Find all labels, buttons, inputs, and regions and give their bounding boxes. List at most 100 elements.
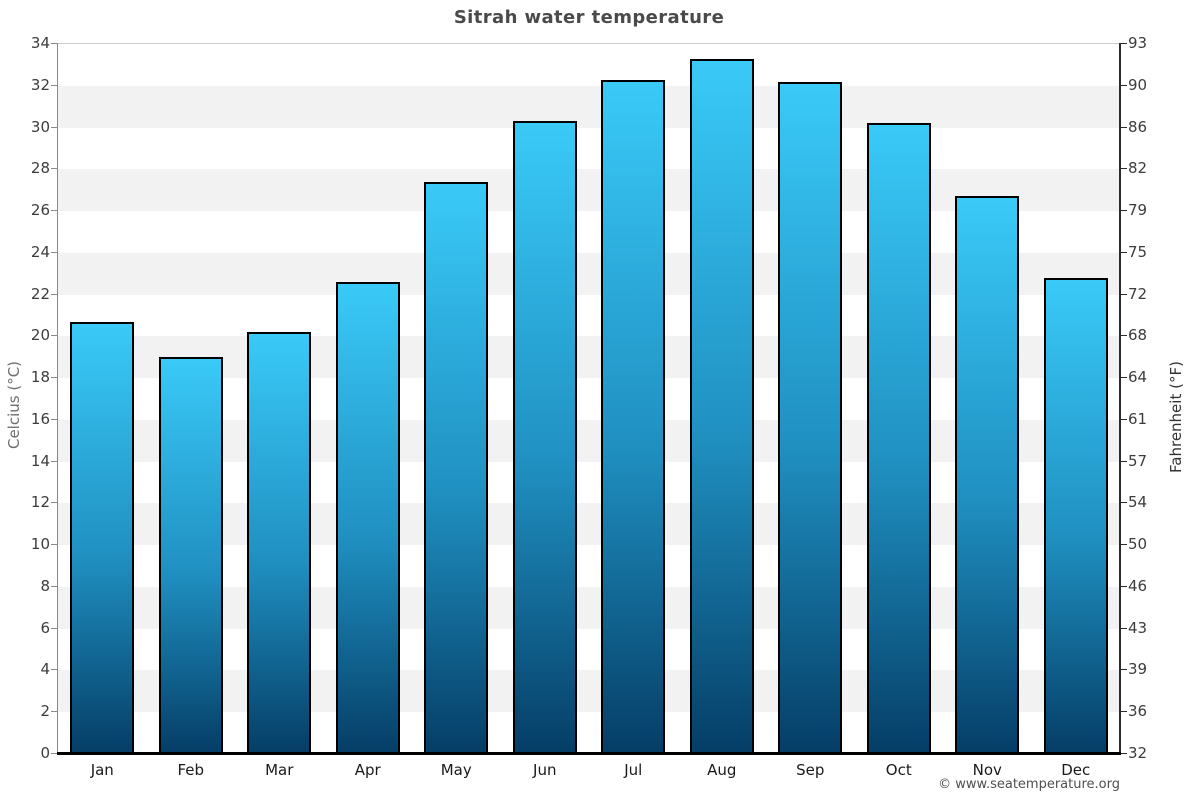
fahrenheit-tick-mark [1121,168,1127,170]
celsius-tick-label: 32 [30,75,50,94]
fahrenheit-tick-mark [1121,753,1127,754]
fahrenheit-tick-mark [1121,585,1127,587]
celsius-tick-mark [51,418,57,420]
temperature-bar-aug [689,58,754,754]
chart-title: Sitrah water temperature [453,7,725,28]
celsius-tick-label: 22 [30,284,50,303]
grid-band [58,252,1120,295]
grid-band [58,670,1120,713]
celsius-tick-label: 2 [40,702,50,721]
fahrenheit-tick-label: 90 [1128,75,1148,94]
fahrenheit-tick-mark [1121,669,1127,671]
left-axis-line [57,43,58,753]
grid-band [58,628,1120,671]
celsius-tick-label: 16 [30,409,50,428]
celsius-tick-label: 8 [40,576,50,595]
fahrenheit-tick-label: 68 [1128,326,1148,345]
celsius-tick-label: 12 [30,493,50,512]
fahrenheit-tick-mark [1121,377,1127,379]
fahrenheit-tick-label: 46 [1128,576,1148,595]
fahrenheit-tick-mark [1121,502,1127,504]
temperature-bar-mar [247,332,312,754]
grid-band [58,44,1120,86]
grid-band [58,461,1120,504]
right-axis-line [1119,43,1121,753]
celsius-tick-label: 0 [40,744,50,762]
plot-area [58,43,1120,754]
fahrenheit-tick-label: 82 [1128,159,1148,178]
fahrenheit-tick-label: 39 [1128,660,1148,679]
celsius-tick-label: 20 [30,326,50,345]
temperature-bar-may [424,181,489,754]
grid-band [58,586,1120,629]
month-label-mar: Mar [265,761,294,779]
fahrenheit-tick-mark [1121,126,1127,128]
celsius-tick-mark [51,460,57,462]
celsius-tick-label: 6 [40,618,50,637]
grid-band [58,378,1120,420]
temperature-bar-sep [778,81,843,754]
celsius-tick-label: 30 [30,117,50,136]
grid-band [58,712,1120,754]
fahrenheit-tick-label: 64 [1128,368,1148,387]
grid-band [58,127,1120,170]
celsius-tick-mark [51,377,57,379]
fahrenheit-tick-label: 61 [1128,409,1148,428]
celsius-tick-mark [51,711,57,713]
fahrenheit-tick-label: 79 [1128,201,1148,220]
grid-band [58,211,1120,253]
month-label-may: May [440,761,472,779]
fahrenheit-tick-label: 86 [1128,117,1148,136]
fahrenheit-tick-label: 72 [1128,284,1148,303]
temperature-bar-apr [335,282,400,754]
celsius-tick-label: 4 [40,660,50,679]
fahrenheit-tick-mark [1121,460,1127,462]
celsius-tick-mark [51,753,57,754]
temperature-bar-jun [512,121,577,754]
celsius-tick-mark [51,210,57,212]
celsius-tick-mark [51,544,57,546]
month-label-feb: Feb [177,761,205,779]
fahrenheit-tick-mark [1121,627,1127,629]
fahrenheit-tick-mark [1121,293,1127,295]
month-label-nov: Nov [972,761,1002,779]
temperature-bar-dec [1043,277,1108,754]
celsius-tick-mark [51,251,57,253]
celsius-tick-label: 34 [30,34,50,52]
grid-band [58,336,1120,379]
month-label-sep: Sep [796,761,825,779]
temperature-bar-jul [601,79,666,754]
fahrenheit-tick-mark [1121,544,1127,546]
month-label-jun: Jun [533,761,557,779]
copyright-credit: © www.seatemperature.org [938,777,1120,792]
grid-band [58,169,1120,212]
fahrenheit-tick-label: 50 [1128,535,1148,554]
grid-band [58,419,1120,462]
celsius-tick-mark [51,669,57,671]
temperature-bar-nov [955,196,1020,754]
celsius-tick-label: 24 [30,242,50,261]
fahrenheit-tick-mark [1121,251,1127,253]
month-label-aug: Aug [707,761,737,779]
month-label-dec: Dec [1061,761,1091,779]
grid-band [58,545,1120,587]
fahrenheit-tick-mark [1121,210,1127,212]
celsius-tick-mark [51,627,57,629]
celsius-tick-mark [51,585,57,587]
celsius-tick-mark [51,168,57,170]
celsius-tick-label: 18 [30,368,50,387]
celsius-tick-mark [51,84,57,86]
temperature-bar-jan [70,321,135,754]
fahrenheit-tick-mark [1121,711,1127,713]
celsius-tick-label: 10 [30,535,50,554]
fahrenheit-tick-label: 93 [1128,34,1148,52]
celsius-tick-mark [51,293,57,295]
month-label-oct: Oct [885,761,912,779]
temperature-bar-feb [158,357,223,754]
celsius-tick-mark [51,126,57,128]
celsius-tick-label: 28 [30,159,50,178]
celsius-tick-mark [51,335,57,337]
celsius-tick-mark [51,502,57,504]
fahrenheit-tick-mark [1121,335,1127,337]
